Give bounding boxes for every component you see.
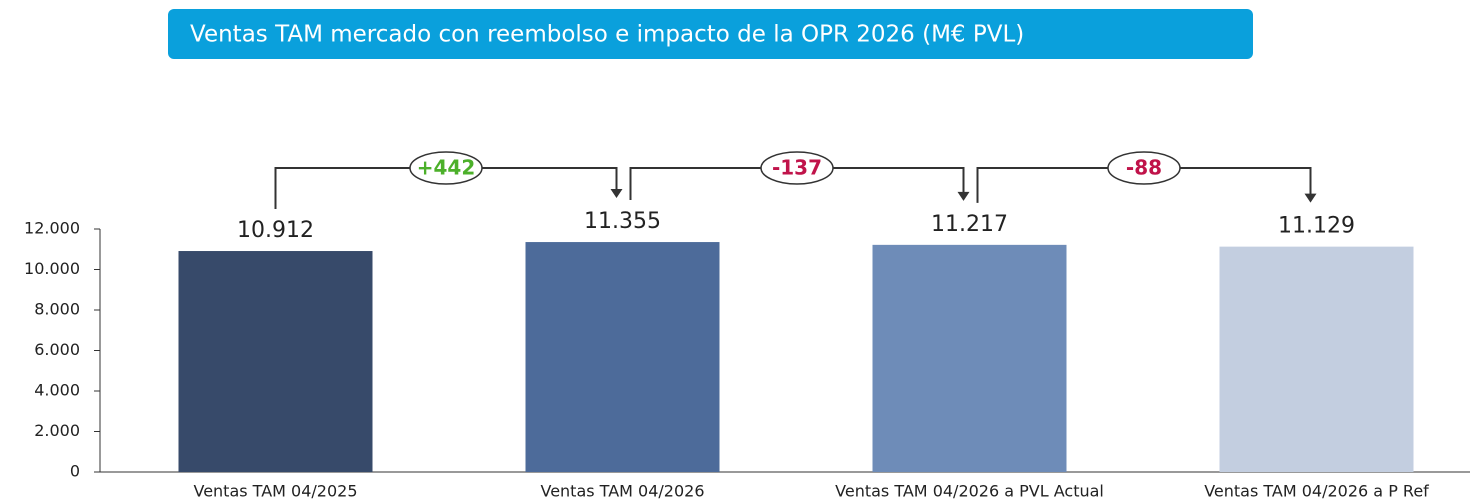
arrow-head	[1304, 193, 1317, 203]
annotation-bubble	[760, 151, 834, 185]
y-tick-label: 2.000	[34, 421, 80, 440]
bar	[178, 251, 373, 472]
y-tick-label: 8.000	[34, 300, 80, 319]
y-tick-label: 12.000	[24, 219, 80, 238]
y-tick-label: 4.000	[34, 381, 80, 400]
x-tick-label: Ventas TAM 04/2025	[193, 482, 357, 501]
annotation: +442	[417, 156, 476, 180]
title-box	[168, 9, 1253, 59]
arrow-head	[957, 191, 970, 201]
x-tick-label: Ventas TAM 04/2026 a PVL Actual	[835, 482, 1104, 501]
chart-title: Ventas TAM mercado con reembolso e impac…	[190, 22, 1024, 48]
arrow-head	[610, 189, 623, 199]
annotation-bubble	[409, 151, 483, 185]
x-tick-label: Ventas TAM 04/2026 a P Ref	[1204, 482, 1429, 501]
value-label: 11.217	[931, 212, 1008, 237]
annotation: -88	[1126, 156, 1162, 180]
value-label: 10.912	[237, 218, 314, 243]
bar	[872, 244, 1067, 472]
x-tick-label: Ventas TAM 04/2026	[540, 482, 704, 501]
y-tick-label: 0	[70, 462, 80, 481]
bar	[1219, 246, 1414, 472]
annotation-bubble	[1107, 151, 1181, 185]
value-label: 11.355	[584, 209, 661, 234]
annotation: -137	[772, 156, 822, 180]
y-tick-label: 6.000	[34, 340, 80, 359]
bar	[525, 242, 720, 472]
value-label: 11.129	[1278, 214, 1355, 239]
y-tick-label: 10.000	[24, 259, 80, 278]
